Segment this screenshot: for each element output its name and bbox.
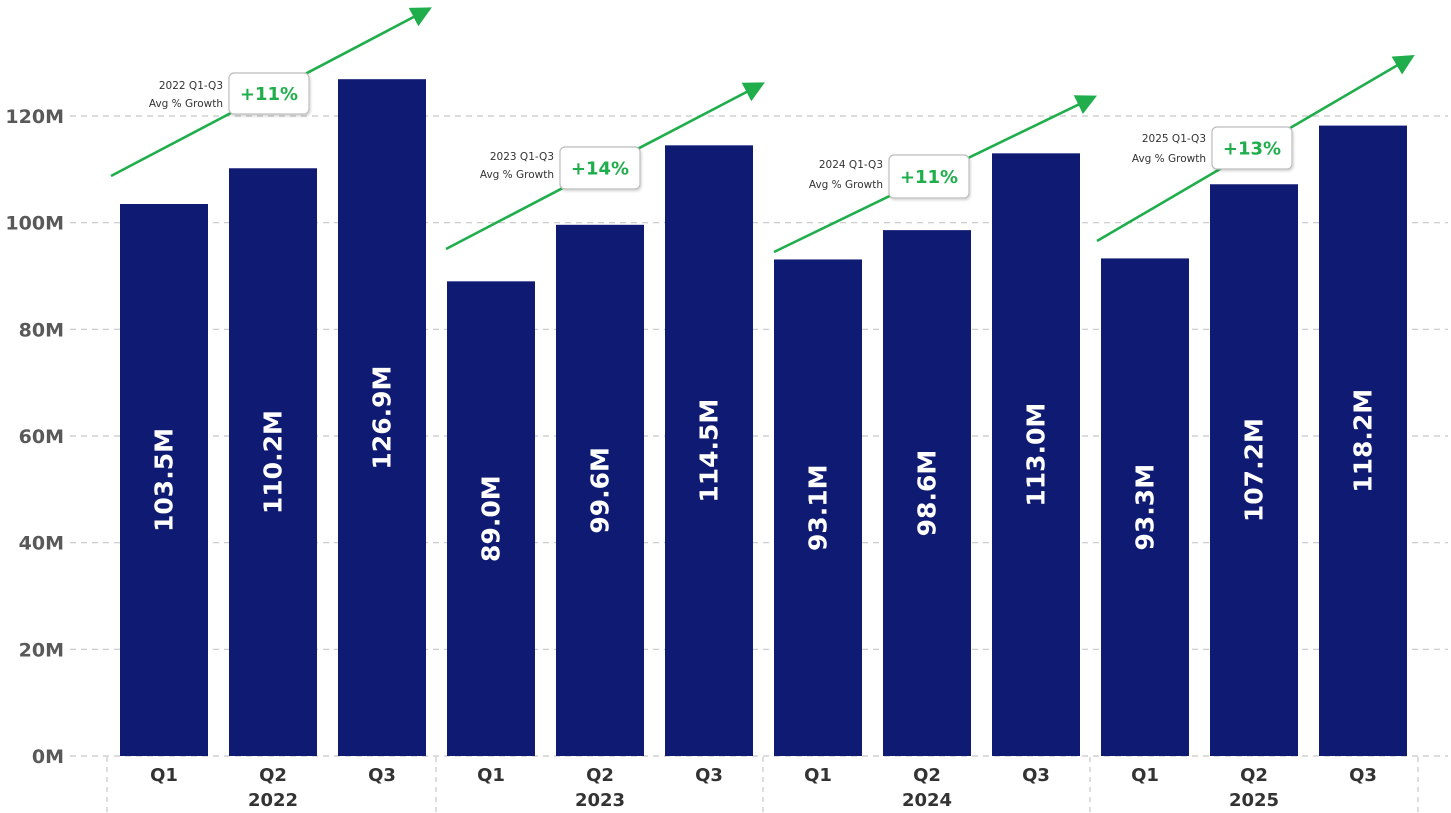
y-tick-label: 40M [19,533,64,555]
bar-2024-Q1[interactable] [774,259,862,756]
growth-period-label: 2023 Q1-Q3 [490,151,554,163]
growth-percent-label: +11% [900,167,958,188]
bar-value-label: 99.6M [586,447,615,534]
y-tick-label: 100M [5,213,64,235]
x-category-label: Q2 [1240,765,1268,786]
x-category-label: Q3 [1022,765,1050,786]
growth-caption-label: Avg % Growth [809,179,883,191]
x-year-label: 2023 [575,790,625,811]
growth-percent-label: +11% [240,84,298,105]
bar-2025-Q2[interactable] [1210,184,1298,756]
x-category-label: Q2 [586,765,614,786]
y-tick-label: 80M [19,319,64,341]
growth-percent-label: +13% [1223,139,1281,160]
bar-2024-Q2[interactable] [883,230,971,757]
bar-value-label: 93.1M [804,464,833,551]
bar-value-label: 118.2M [1349,389,1378,493]
growth-callout-box [1211,126,1293,170]
growth-period-label: 2025 Q1-Q3 [1142,133,1206,145]
x-category-label: Q3 [1349,765,1377,786]
x-year-label: 2022 [248,790,298,811]
bar-value-label: 113.0M [1022,403,1051,507]
x-year-label: 2024 [902,790,952,811]
bar-value-label: 110.2M [259,410,288,514]
x-category-label: Q1 [477,765,505,786]
bar-value-label: 103.5M [150,428,179,532]
x-category-label: Q3 [368,765,396,786]
growth-period-label: 2024 Q1-Q3 [819,159,883,171]
x-category-label: Q1 [150,765,178,786]
y-tick-label: 120M [5,106,64,128]
x-category-label: Q2 [259,765,287,786]
bar-2024-Q3[interactable] [992,153,1080,757]
growth-callout-box [228,72,310,115]
bar-2025-Q3[interactable] [1319,125,1407,757]
bar-2025-Q1[interactable] [1101,258,1189,756]
bar-2023-Q1[interactable] [447,281,535,756]
growth-caption-label: Avg % Growth [1132,153,1206,165]
y-tick-label: 20M [19,639,64,661]
bar-2022-Q2[interactable] [229,168,317,756]
x-year-label: 2025 [1229,790,1279,811]
bar-value-label: 89.0M [477,475,506,562]
bar-2022-Q3[interactable] [338,79,426,756]
growth-callout-box [559,146,641,190]
x-category-label: Q2 [913,765,941,786]
bar-value-label: 93.3M [1131,464,1160,551]
bar-2023-Q2[interactable] [556,224,644,757]
bar-value-label: 126.9M [368,366,397,470]
bar-2023-Q3[interactable] [665,145,753,757]
x-category-label: Q3 [695,765,723,786]
growth-caption-label: Avg % Growth [480,169,554,181]
x-category-label: Q1 [1131,765,1159,786]
growth-period-label: 2022 Q1-Q3 [159,80,223,92]
bar-value-label: 98.6M [913,450,942,537]
y-tick-label: 0M [32,746,64,768]
bar-value-label: 107.2M [1240,418,1269,522]
bar-value-label: 114.5M [695,399,724,503]
growth-percent-label: +14% [571,159,629,180]
y-tick-label: 60M [19,426,64,448]
growth-caption-label: Avg % Growth [149,98,223,110]
x-category-label: Q1 [804,765,832,786]
bar-2022-Q1[interactable] [120,204,208,756]
growth-callout-box [888,154,970,199]
